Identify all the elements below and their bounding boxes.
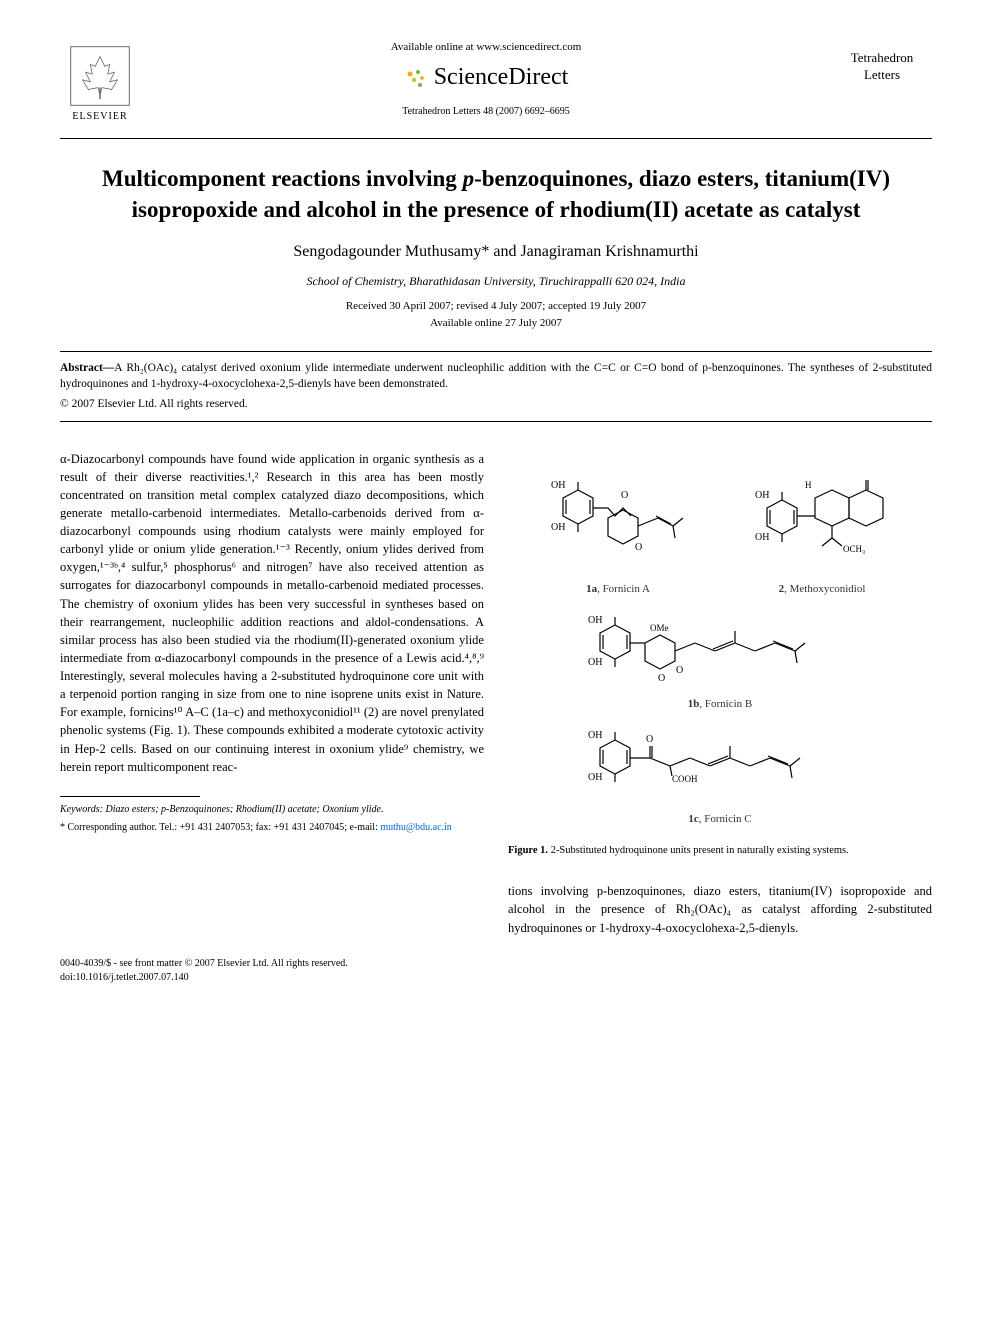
figure-caption-label: Figure 1. [508,845,548,856]
journal-name-box: Tetrahedron Letters [832,40,932,84]
abstract-label: Abstract— [60,362,114,374]
svg-text:OH: OH [551,480,565,491]
svg-text:OH: OH [588,615,602,626]
svg-text:OH: OH [755,490,769,501]
fornicin-c-structure: OH OH O COOH [580,718,860,808]
header-divider [60,138,932,139]
structure-1c-label: 1c, Fornicin C [688,812,751,827]
svg-text:O: O [646,734,653,745]
svg-text:OH: OH [755,532,769,543]
body-paragraph-1: α-Diazocarbonyl compounds have found wid… [60,450,484,776]
elsevier-tree-icon [70,46,130,106]
abstract-copyright: © 2007 Elsevier Ltd. All rights reserved… [60,396,932,412]
fornicin-a-structure: OH OH O O [543,468,693,578]
dates-block: Received 30 April 2007; revised 4 July 2… [60,298,932,331]
figure-caption-text: 2-Substituted hydroquinone units present… [548,845,849,856]
keywords-label: Keywords: [60,804,103,815]
corresponding-text: * Corresponding author. Tel.: +91 431 24… [60,822,380,833]
sciencedirect-text: ScienceDirect [434,61,569,95]
body-paragraph-2: tions involving p-benzoquinones, diazo e… [508,882,932,936]
authors: Sengodagounder Muthusamy* and Janagirama… [60,241,932,263]
abstract: Abstract—A Rh₂(OAc)₄ catalyst derived ox… [60,360,932,392]
structure-2-label: 2, Methoxyconidiol [779,582,866,597]
two-column-body: α-Diazocarbonyl compounds have found wid… [60,450,932,937]
figure-1-caption: Figure 1. 2-Substituted hydroquinone uni… [508,844,932,859]
figure-1: OH OH O O [508,458,932,859]
abstract-divider-bottom [60,421,932,422]
header-row: ELSEVIER Available online at www.science… [60,40,932,130]
elsevier-name: ELSEVIER [72,110,127,124]
abstract-divider-top [60,351,932,352]
svg-text:H: H [805,480,812,490]
structure-row-1: OH OH O O [516,468,924,597]
footer-divider [60,796,200,797]
fornicin-b-structure: OH OH OMe O O [580,603,860,693]
svg-text:O: O [621,490,628,501]
email-link[interactable]: muthu@bdu.ac.in [380,822,451,833]
sciencedirect-icon [404,66,428,90]
corresponding-author: * Corresponding author. Tel.: +91 431 24… [60,821,484,835]
sciencedirect-logo: ScienceDirect [140,61,832,95]
left-column: α-Diazocarbonyl compounds have found wid… [60,450,484,937]
structure-1b-label: 1b, Fornicin B [688,697,753,712]
received-date: Received 30 April 2007; revised 4 July 2… [60,298,932,315]
journal-name-line2: Letters [832,67,932,84]
structure-1c: OH OH O COOH [580,718,860,827]
keywords: Keywords: Diazo esters; p-Benzoquinones;… [60,803,484,817]
structure-1a: OH OH O O [543,468,693,597]
center-header: Available online at www.sciencedirect.co… [140,40,832,119]
svg-text:COOH: COOH [672,774,698,784]
affiliation: School of Chemistry, Bharathidasan Unive… [60,273,932,290]
structure-1a-label: 1a, Fornicin A [586,582,650,597]
svg-text:OCH₃: OCH₃ [843,544,865,554]
article-title: Multicomponent reactions involving p-ben… [60,163,932,225]
doi-line: doi:10.1016/j.tetlet.2007.07.140 [60,971,932,985]
journal-name-line1: Tetrahedron [832,50,932,67]
structure-1b: OH OH OMe O O [580,603,860,712]
svg-text:O: O [658,673,665,684]
bottom-footer: 0040-4039/$ - see front matter © 2007 El… [60,957,932,985]
svg-text:OH: OH [588,657,602,668]
structure-row-3: OH OH O COOH [516,718,924,827]
chemical-structures: OH OH O O [508,458,932,838]
svg-text:OMe: OMe [650,623,669,633]
abstract-text: A Rh₂(OAc)₄ catalyst derived oxonium yli… [60,362,932,390]
structure-2: OH OH [747,468,897,597]
svg-text:OH: OH [588,772,602,783]
svg-text:OH: OH [551,522,565,533]
right-column: OH OH O O [508,450,932,937]
keywords-text: Diazo esters; p-Benzoquinones; Rhodium(I… [103,804,383,815]
structure-row-2: OH OH OMe O O [516,603,924,712]
journal-reference: Tetrahedron Letters 48 (2007) 6692–6695 [140,105,832,119]
available-online-text: Available online at www.sciencedirect.co… [140,40,832,55]
svg-text:OH: OH [588,730,602,741]
available-date: Available online 27 July 2007 [60,315,932,332]
issn-line: 0040-4039/$ - see front matter © 2007 El… [60,957,932,971]
elsevier-logo: ELSEVIER [60,40,140,130]
svg-text:O: O [676,665,683,676]
methoxyconidiol-structure: OH OH [747,468,897,578]
svg-text:O: O [635,542,642,553]
